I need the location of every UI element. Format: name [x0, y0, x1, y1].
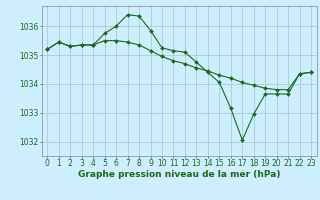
X-axis label: Graphe pression niveau de la mer (hPa): Graphe pression niveau de la mer (hPa) — [78, 170, 280, 179]
